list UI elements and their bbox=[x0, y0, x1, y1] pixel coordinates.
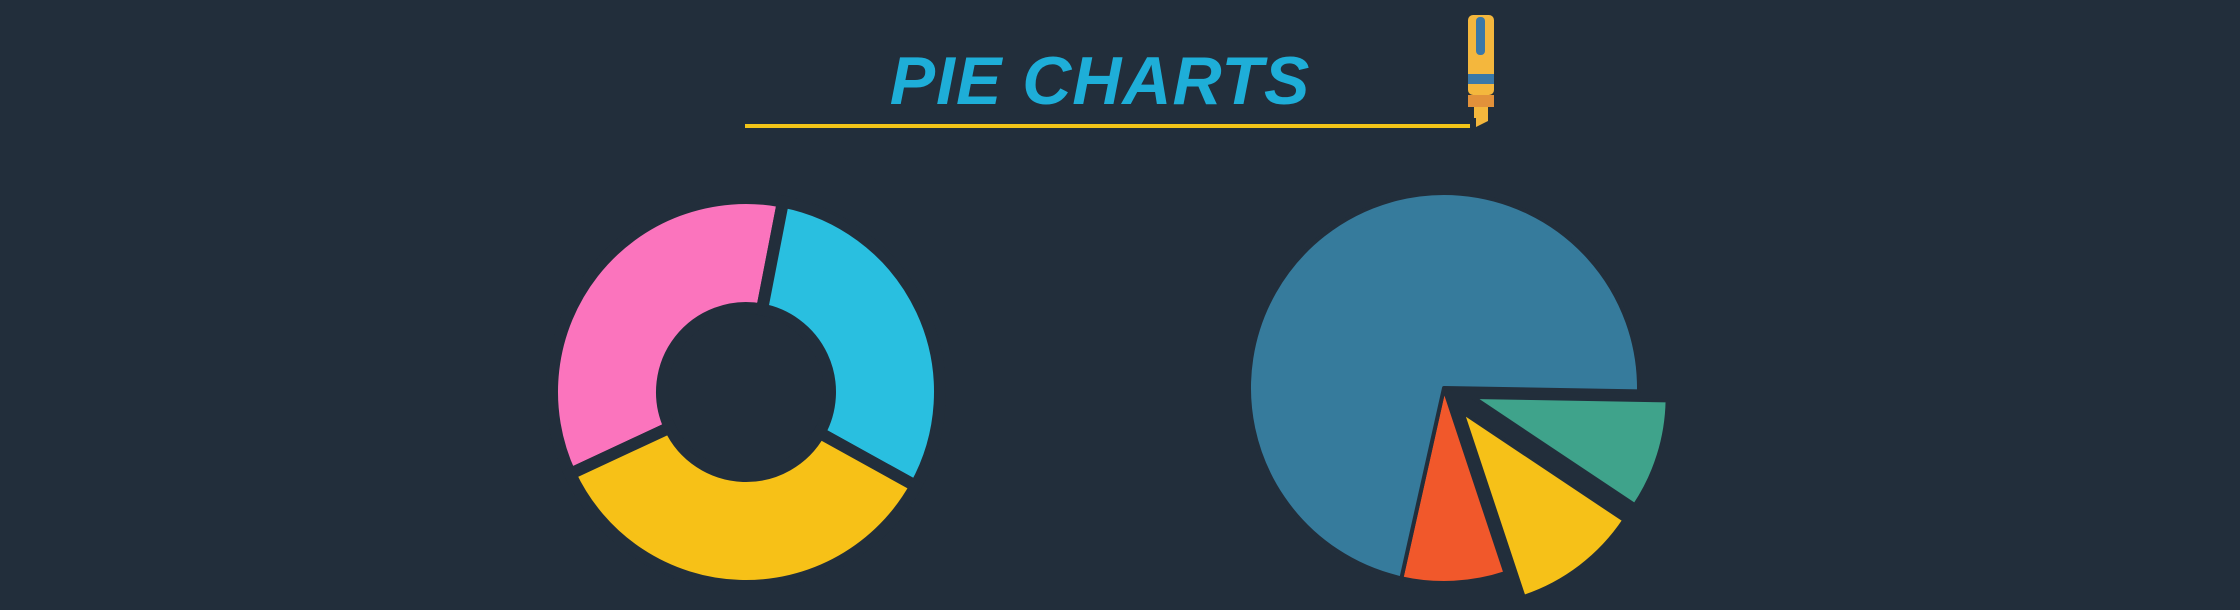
exploded-pie-chart bbox=[1247, 191, 1670, 599]
pie-slice bbox=[1399, 386, 1508, 585]
pie-slice bbox=[1247, 191, 1641, 581]
page-title: PIE CHARTS bbox=[890, 43, 1311, 119]
header: PIE CHARTS bbox=[745, 15, 1494, 128]
highlighter-pen-icon bbox=[1468, 15, 1494, 127]
donut-slice bbox=[562, 419, 924, 592]
exploded-pie-slice bbox=[1460, 409, 1627, 599]
donut-slice bbox=[754, 194, 946, 495]
donut-slice bbox=[546, 192, 791, 482]
exploded-pie-slice bbox=[1470, 394, 1670, 508]
donut-chart bbox=[546, 192, 946, 592]
